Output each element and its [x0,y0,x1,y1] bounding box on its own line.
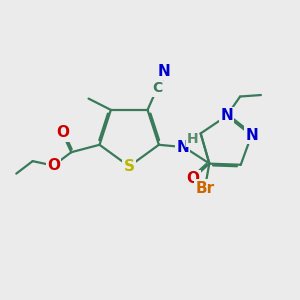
Text: O: O [187,171,200,186]
Text: N: N [220,108,233,123]
Text: O: O [56,125,69,140]
Text: Br: Br [195,181,214,196]
Text: N: N [176,140,189,155]
Text: N: N [157,64,170,79]
Text: N: N [245,128,258,143]
Text: S: S [124,159,135,174]
Text: H: H [187,132,198,146]
Text: C: C [152,82,162,95]
Text: O: O [47,158,60,173]
